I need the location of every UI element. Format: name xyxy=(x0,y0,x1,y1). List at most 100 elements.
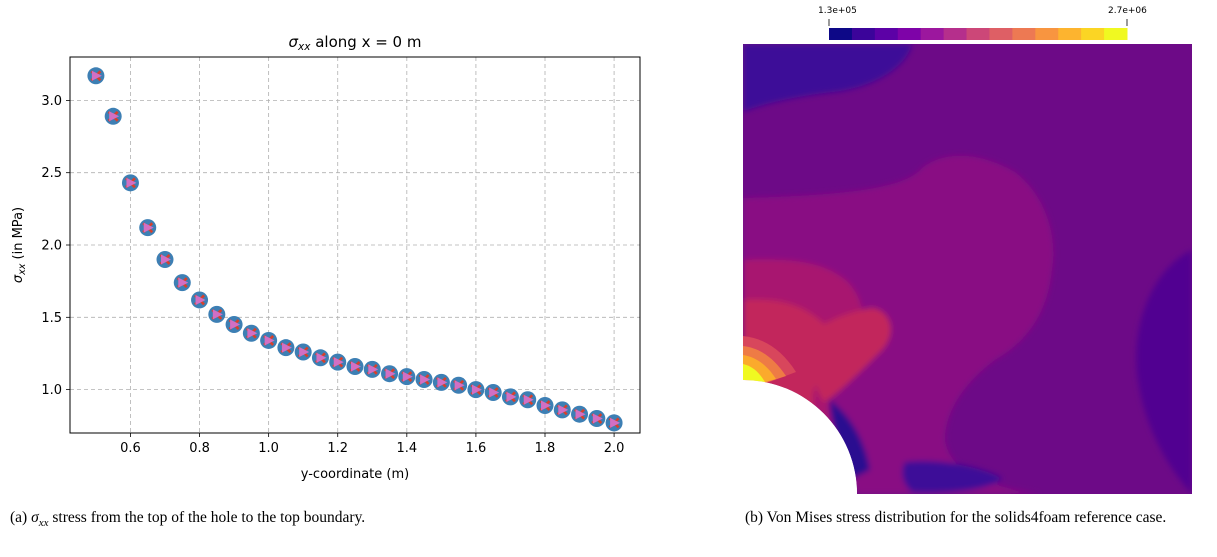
data-point xyxy=(225,316,243,334)
point-triangle-marker xyxy=(558,404,569,415)
x-tick-label: 1.2 xyxy=(327,441,348,456)
data-point xyxy=(260,331,278,349)
contour-right-low xyxy=(1136,250,1192,494)
point-triangle-marker xyxy=(161,254,171,265)
y-axis-label: σxx (in MPa) xyxy=(11,207,28,283)
data-point xyxy=(311,349,329,367)
colorbar-segment xyxy=(829,28,853,40)
x-tick-label: 0.8 xyxy=(189,441,210,456)
x-tick-label: 1.6 xyxy=(466,441,487,456)
x-tick-label: 1.0 xyxy=(258,441,279,456)
contour-plot xyxy=(743,19,1192,494)
colorbar-segment xyxy=(1058,28,1082,40)
data-point xyxy=(139,219,157,237)
data-point xyxy=(536,397,554,415)
data-point xyxy=(277,339,295,357)
point-triangle-marker xyxy=(212,309,223,320)
data-point xyxy=(121,174,139,192)
data-point xyxy=(104,107,122,125)
colorbar-segment xyxy=(1035,28,1059,40)
data-point xyxy=(208,305,226,323)
data-point xyxy=(571,405,589,423)
stress-chart: 0.6 0.8 1.0 1.2 1.4 1.6 1.8 2.01.01.52.02.53.0 … xyxy=(11,33,641,482)
colorbar-segment xyxy=(966,28,990,40)
point-triangle-marker xyxy=(126,177,137,188)
point-triangle-marker xyxy=(592,413,603,424)
data-point xyxy=(605,414,623,432)
point-triangle-marker xyxy=(195,294,206,305)
x-tick-label: 2.0 xyxy=(604,441,625,456)
point-triangle-marker xyxy=(471,384,482,395)
data-point xyxy=(432,373,450,391)
data-point xyxy=(450,376,468,394)
point-triangle-marker xyxy=(610,417,621,428)
data-point xyxy=(588,410,606,428)
grid-lines xyxy=(70,57,640,433)
plot-frame xyxy=(69,56,641,434)
data-point xyxy=(329,353,347,371)
point-triangle-marker xyxy=(523,394,534,405)
point-triangle-marker xyxy=(91,70,102,81)
y-tick-label: 3.0 xyxy=(41,94,62,109)
x-tick-label: 0.6 xyxy=(120,441,141,456)
data-point xyxy=(156,250,174,268)
hole-cutout xyxy=(743,380,857,494)
data-point xyxy=(467,381,485,399)
point-triangle-marker xyxy=(506,391,517,402)
point-triangle-marker xyxy=(454,380,465,391)
point-triangle-marker xyxy=(385,368,396,379)
colorbar-segment xyxy=(1012,28,1036,40)
point-triangle-marker xyxy=(333,357,344,368)
contour-top-left-low xyxy=(743,44,912,112)
data-point xyxy=(363,360,381,378)
point-triangle-marker xyxy=(264,335,275,346)
point-triangle-marker xyxy=(247,328,258,339)
data-point xyxy=(242,324,260,342)
x-axis-label: y-coordinate (m) xyxy=(301,467,409,482)
data-points xyxy=(87,67,623,432)
colorbar-max-label: 2.7e+06 xyxy=(1108,6,1147,16)
chart-title: σxx along x = 0 m xyxy=(289,33,422,53)
colorbar-segment xyxy=(989,28,1013,40)
point-triangle-marker xyxy=(402,371,413,382)
data-point xyxy=(501,388,519,406)
y-tick-label: 2.0 xyxy=(41,239,62,254)
caption-a: (a) σxx stress from the top of the hole … xyxy=(10,509,366,530)
data-point xyxy=(519,391,537,409)
colorbar-segment xyxy=(1081,28,1105,40)
data-point xyxy=(87,67,105,85)
data-point xyxy=(173,274,191,292)
point-triangle-marker xyxy=(281,342,292,353)
contour-bottom-low xyxy=(902,460,1002,493)
point-triangle-marker xyxy=(230,319,241,330)
y-tick-label: 1.0 xyxy=(41,383,62,398)
colorbar-min-label: 1.3e+05 xyxy=(818,6,857,16)
contour-low-near-hole xyxy=(830,400,870,480)
colorbar-segment xyxy=(943,28,968,40)
point-triangle-marker xyxy=(437,377,448,388)
data-point xyxy=(381,365,399,383)
point-triangle-marker xyxy=(541,400,551,411)
y-tick-label: 1.5 xyxy=(41,311,62,326)
contour-lobe xyxy=(811,308,891,402)
point-triangle-marker xyxy=(575,409,586,420)
x-tick-label: 1.4 xyxy=(396,441,417,456)
point-triangle-marker xyxy=(351,361,361,372)
colorbar xyxy=(829,28,1128,40)
data-point xyxy=(553,401,571,419)
data-point xyxy=(191,291,209,309)
data-point xyxy=(398,368,416,386)
y-tick-label: 2.5 xyxy=(41,166,62,181)
point-triangle-marker xyxy=(143,222,154,233)
caption-b: (b) Von Mises stress distribution for th… xyxy=(745,509,1167,526)
data-point xyxy=(346,357,364,375)
data-point xyxy=(294,343,312,361)
colorbar-segment xyxy=(920,28,945,40)
point-triangle-marker xyxy=(316,352,327,363)
point-triangle-marker xyxy=(299,347,310,358)
colorbar-segment xyxy=(874,28,899,40)
point-triangle-marker xyxy=(489,387,500,398)
point-triangle-marker xyxy=(109,111,120,122)
point-triangle-marker xyxy=(368,364,379,375)
point-triangle-marker xyxy=(420,374,431,385)
